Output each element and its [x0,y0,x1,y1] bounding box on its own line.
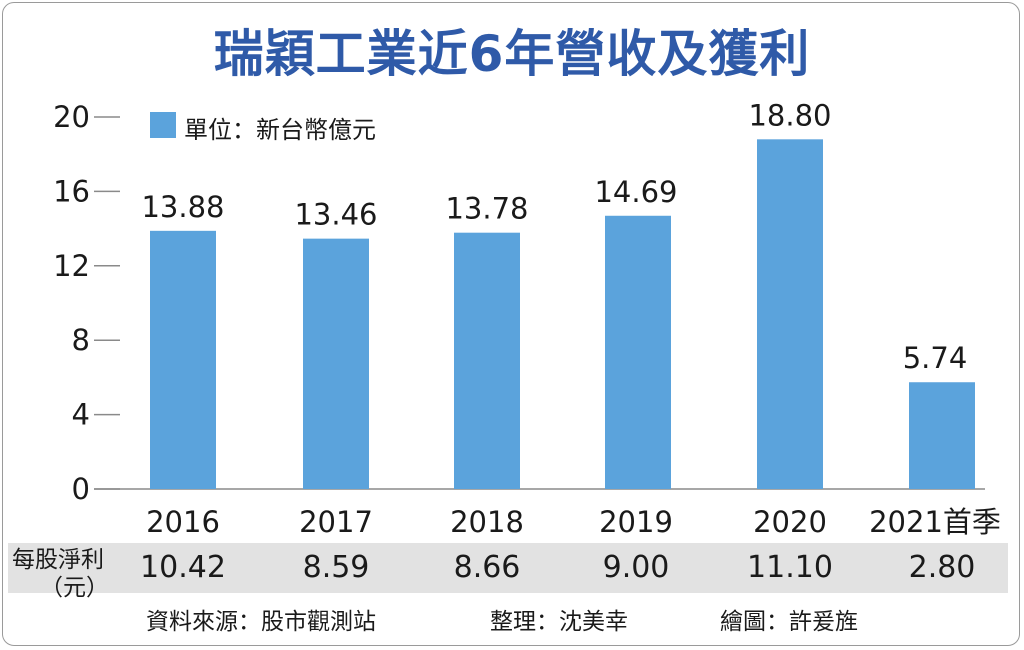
eps-value: 2.80 [908,550,976,585]
eps-row-band [8,543,1008,593]
bar-value-label: 18.80 [748,98,831,132]
eps-value: 8.59 [302,550,370,585]
eps-value: 9.00 [602,550,670,585]
eps-value: 8.66 [453,550,521,585]
bar [909,382,975,489]
bar [303,238,369,489]
legend-swatch [150,112,176,138]
bar-value-label: 14.69 [594,175,677,209]
bar-value-label: 13.88 [141,190,224,224]
bar [150,230,216,489]
x-tick-label: 2021首季 [869,505,1001,539]
bar [605,215,671,490]
eps-value: 11.10 [747,550,833,585]
bar [454,232,520,489]
x-tick-label: 2020 [753,505,827,539]
x-tick-label: 2018 [450,505,524,539]
x-tick-label: 2019 [599,505,673,539]
y-tick-label: 8 [72,323,90,357]
eps-label-line1: 每股淨利 [12,547,104,573]
editor-credit: 整理：沈美幸 [490,609,628,635]
footer: 資料來源：股市觀測站 整理：沈美幸 繪圖：許爰旌 [0,602,1024,638]
eps-label-line2: （元） [40,575,109,601]
y-tick-label: 20 [53,100,90,134]
legend-label: 單位：新台幣億元 [184,116,376,144]
y-tick-label: 12 [53,249,90,283]
bar-value-label: 13.78 [445,192,528,226]
chart-title: 瑞穎工業近6年營收及獲利 [213,25,811,83]
y-tick-label: 4 [72,398,90,432]
artist-credit: 繪圖：許爰旌 [720,609,858,635]
x-tick-label: 2017 [299,505,373,539]
bar [757,139,823,489]
x-tick-label: 2016 [146,505,220,539]
source-credit: 資料來源：股市觀測站 [146,609,376,635]
bar-value-label: 13.46 [294,198,377,232]
y-tick-label: 0 [72,472,90,506]
bar-value-label: 5.74 [903,341,968,375]
y-tick-label: 16 [53,174,90,208]
eps-value: 10.42 [140,550,226,585]
bar-chart: 0 4 8 12 16 20 13.88 2016 13.46 2017 13.78 2018 14.6… [53,98,1001,539]
